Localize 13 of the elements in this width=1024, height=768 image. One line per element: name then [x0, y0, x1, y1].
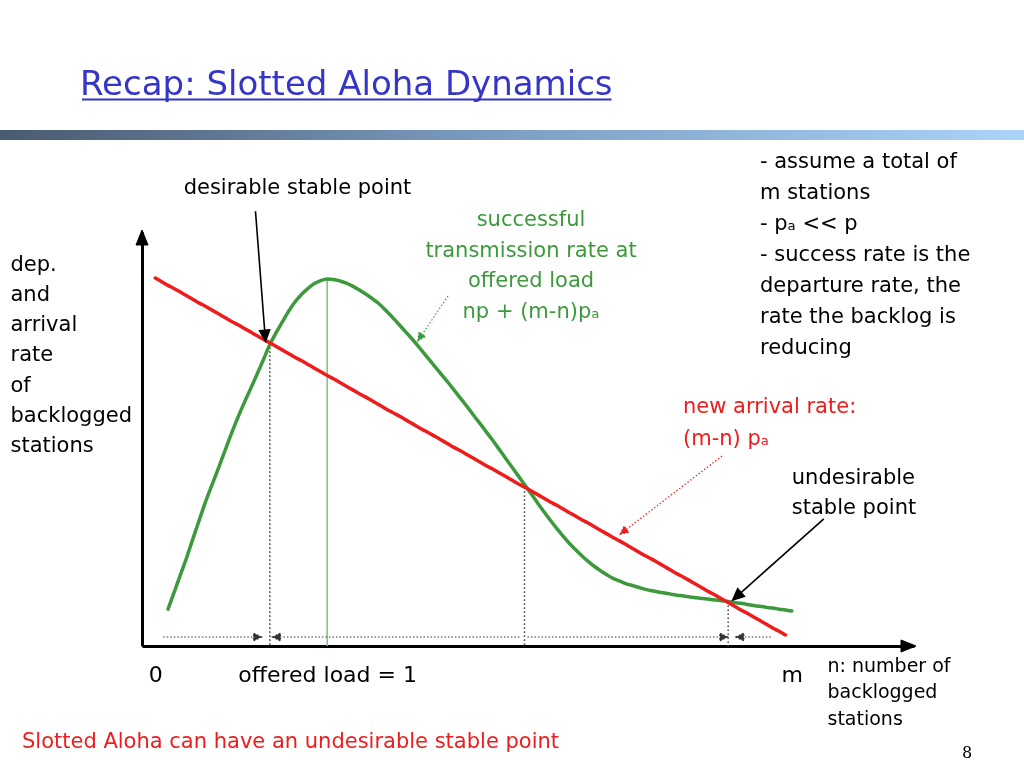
x-axis-title: n: number of backlogged stations: [827, 653, 952, 729]
x-tick-label: m: [781, 661, 804, 687]
text: Slotted Aloha can have an undesirable stable point: [22, 729, 560, 753]
text: new arrival rate: (m-n) pₐ: [683, 394, 857, 450]
text: 8: [962, 743, 973, 762]
x-tick-label: offered load = 1: [238, 661, 417, 687]
y-axis-title: dep. and arrival rate of backlogged stations: [10, 251, 132, 458]
annotation: - assume a total of m stations - pₐ << p - success rate is the departure rate, the rate the backlog is reducing: [760, 149, 971, 359]
series-label: successful transmission rate at offered load np + (m-n)pₐ: [425, 207, 637, 323]
chart-title: Recap: Slotted Aloha Dynamics: [80, 63, 613, 103]
x-tick-label: 0: [148, 661, 163, 687]
text: desirable stable point: [183, 175, 412, 200]
annotation: undesirable stable point: [791, 464, 917, 519]
